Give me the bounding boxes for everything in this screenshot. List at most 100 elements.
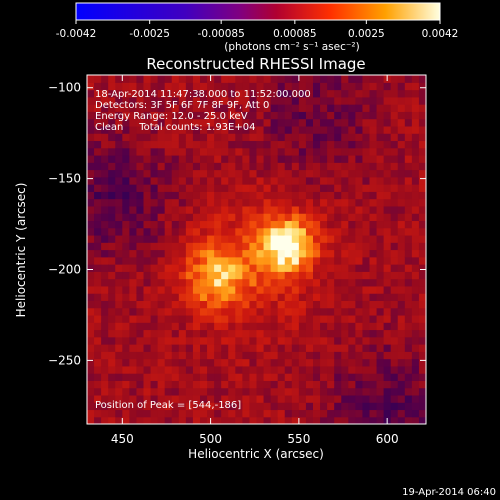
heatmap-cell: [305, 191, 314, 200]
heatmap-cell: [397, 249, 406, 258]
heatmap-cell: [108, 89, 116, 98]
heatmap-cell: [411, 118, 420, 127]
heatmap-cell: [376, 89, 385, 98]
heatmap-cell: [249, 147, 258, 156]
heatmap-cell: [376, 213, 385, 222]
heatmap-cell: [327, 82, 335, 91]
heatmap-cell: [291, 416, 300, 424]
heatmap-cell: [369, 402, 378, 411]
heatmap-cell: [87, 213, 95, 222]
heatmap-cell: [101, 133, 109, 142]
heatmap-cell: [143, 322, 152, 331]
heatmap-cell: [263, 118, 272, 127]
heatmap-cell: [171, 278, 180, 287]
heatmap-cell: [305, 271, 314, 280]
heatmap-cell: [263, 140, 272, 149]
heatmap-cell: [207, 111, 215, 120]
heatmap-cell: [108, 336, 116, 345]
heatmap-cell: [270, 133, 279, 142]
heatmap-cell: [305, 380, 314, 389]
heatmap-cell: [418, 169, 426, 178]
heatmap-cell: [341, 344, 349, 352]
heatmap-cell: [291, 220, 300, 229]
heatmap-cell: [397, 365, 406, 374]
heatmap-cell: [185, 344, 194, 352]
heatmap-cell: [207, 89, 215, 98]
heatmap-cell: [207, 162, 215, 171]
heatmap-cell: [369, 336, 378, 345]
heatmap-cell: [362, 169, 371, 178]
heatmap-cell: [397, 96, 406, 105]
heatmap-cell: [94, 314, 102, 323]
heatmap-cell: [291, 184, 300, 192]
heatmap-cell: [369, 307, 378, 316]
heatmap-cell: [122, 409, 130, 418]
heatmap-cell: [228, 314, 236, 323]
heatmap-cell: [87, 285, 95, 294]
heatmap-cell: [242, 191, 251, 200]
heatmap-cell: [320, 96, 328, 105]
heatmap-cell: [404, 387, 413, 396]
heatmap-cell: [355, 184, 364, 192]
heatmap-cell: [369, 96, 378, 105]
heatmap-cell: [369, 271, 378, 280]
heatmap-cell: [334, 191, 342, 200]
heatmap-cell: [221, 336, 229, 345]
heatmap-cell: [305, 394, 314, 403]
heatmap-cell: [178, 336, 187, 345]
heatmap-cell: [136, 75, 145, 83]
heatmap-cell: [164, 409, 173, 418]
heatmap-cell: [178, 293, 187, 301]
heatmap-cell: [221, 118, 229, 127]
heatmap-cell: [284, 249, 293, 258]
heatmap-cell: [291, 264, 300, 272]
heatmap-cell: [214, 162, 222, 171]
heatmap-cell: [228, 285, 236, 294]
heatmap-cell: [284, 140, 293, 149]
heatmap-cell: [397, 307, 406, 316]
heatmap-cell: [178, 220, 187, 229]
heatmap-cell: [136, 409, 145, 418]
heatmap-cell: [157, 220, 166, 229]
heatmap-cell: [355, 285, 364, 294]
heatmap-cell: [185, 416, 194, 424]
heatmap-cell: [298, 416, 307, 424]
heatmap-cell: [411, 365, 420, 374]
heatmap-cell: [115, 300, 123, 309]
heatmap-cell: [277, 336, 286, 345]
heatmap-cell: [291, 293, 300, 301]
heatmap-cell: [228, 380, 236, 389]
heatmap-cell: [418, 191, 426, 200]
heatmap-cell: [143, 307, 152, 316]
heatmap-cell: [178, 75, 187, 83]
heatmap-cell: [108, 256, 116, 265]
heatmap-cell: [221, 344, 229, 352]
heatmap-cell: [87, 293, 95, 301]
heatmap-cell: [207, 220, 215, 229]
heatmap-cell: [129, 314, 138, 323]
heatmap-cell: [313, 307, 321, 316]
heatmap-cell: [355, 278, 364, 287]
heatmap-cell: [305, 118, 314, 127]
heatmap-cell: [200, 75, 208, 83]
heatmap-cell: [242, 89, 251, 98]
heatmap-cell: [418, 133, 426, 142]
heatmap-cell: [87, 191, 95, 200]
heatmap-cell: [256, 147, 265, 156]
heatmap-cell: [305, 111, 314, 120]
heatmap-cell: [122, 184, 130, 192]
heatmap-cell: [185, 198, 194, 207]
heatmap-cell: [101, 387, 109, 396]
heatmap-cell: [157, 264, 166, 272]
heatmap-cell: [228, 264, 236, 272]
peak-position-label: Position of Peak = [544,-186]: [95, 400, 241, 411]
heatmap-cell: [115, 176, 123, 185]
heatmap-cell: [369, 184, 378, 192]
heatmap-cell: [397, 256, 406, 265]
heatmap-cell: [221, 394, 229, 403]
heatmap-cell: [355, 213, 364, 222]
heatmap-cell: [320, 344, 328, 352]
heatmap-cell: [129, 191, 138, 200]
heatmap-cell: [129, 111, 138, 120]
heatmap-cell: [418, 264, 426, 272]
